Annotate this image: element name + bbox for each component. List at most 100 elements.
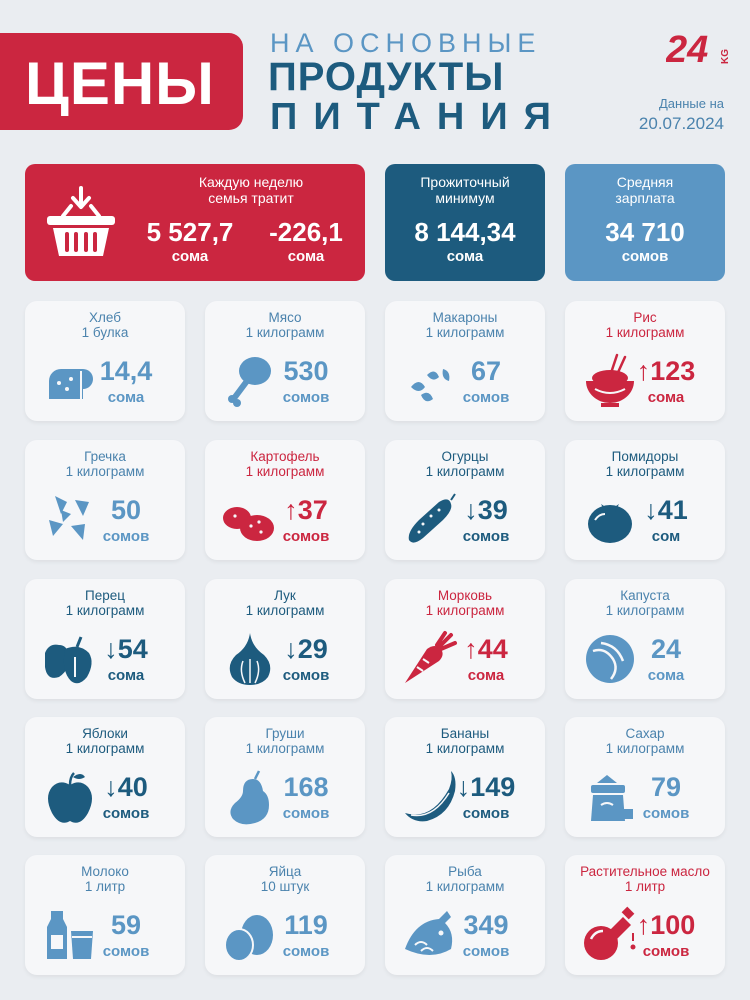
product-name: Яблоки bbox=[82, 726, 128, 741]
product-quantity: 1 килограмм bbox=[605, 603, 685, 618]
logo-suffix: KG bbox=[720, 49, 730, 64]
product-quantity: 1 килограмм bbox=[245, 464, 325, 479]
product-quantity: 1 килограмм bbox=[65, 464, 145, 479]
salary-unit: сомов bbox=[621, 248, 669, 265]
eggs-icon bbox=[224, 915, 273, 962]
product-name: Огурцы bbox=[441, 449, 489, 464]
page-title: ЦЕНЫ bbox=[25, 50, 215, 117]
subtitle-line-3: ПИТАНИЯ bbox=[270, 96, 567, 138]
onion-icon bbox=[229, 633, 271, 685]
product-currency: сом bbox=[651, 528, 681, 545]
pasta-icon bbox=[411, 369, 450, 402]
subtitle-line-1: НА ОСНОВНЫЕ bbox=[270, 28, 542, 58]
product-card-buckwheat: Гречка 1 килограмм 50 сомов bbox=[25, 440, 185, 560]
fish-icon bbox=[405, 911, 453, 955]
title-banner: ЦЕНЫ bbox=[0, 33, 243, 130]
product-currency: сомов bbox=[102, 805, 150, 822]
weekly-change: -226,1 bbox=[269, 217, 343, 247]
product-name: Рыба bbox=[448, 864, 482, 879]
weekly-spending-card: Каждую неделю семья тратит 5 527,7 сома -… bbox=[25, 164, 365, 281]
average-salary-card: Средняя зарплата 34 710 сомов bbox=[565, 164, 725, 281]
product-quantity: 1 килограмм bbox=[425, 325, 505, 340]
product-price: 79 bbox=[650, 772, 682, 802]
weekly-change-unit: сома bbox=[287, 248, 325, 265]
logo-24kg: 24 KG bbox=[666, 29, 730, 70]
minimum-wage-card: Прожиточный минимум 8 144,34 сома bbox=[385, 164, 545, 281]
sugar-icon bbox=[591, 775, 633, 821]
product-quantity: 1 килограмм bbox=[605, 741, 685, 756]
product-price: ↑123 bbox=[636, 356, 696, 386]
product-card-tomato: Помидоры 1 килограмм ↓41 сом bbox=[565, 440, 725, 560]
product-card-apples: Яблоки 1 килограмм ↓40 сомов bbox=[25, 717, 185, 837]
minimum-label-1: Прожиточный bbox=[420, 174, 510, 190]
product-price: ↓39 bbox=[464, 495, 508, 525]
product-currency: сома bbox=[467, 667, 505, 684]
product-card-carrot: Морковь 1 килограмм ↑44 сома bbox=[385, 579, 545, 699]
product-price: ↑100 bbox=[636, 910, 696, 940]
pear-icon bbox=[230, 770, 269, 825]
product-price: 530 bbox=[283, 356, 329, 386]
product-price: 24 bbox=[650, 634, 682, 664]
milk-icon bbox=[47, 911, 93, 959]
product-currency: сомов bbox=[282, 943, 330, 960]
weekly-value: 5 527,7 bbox=[146, 217, 234, 247]
product-currency: сомов bbox=[282, 667, 330, 684]
product-quantity: 1 килограмм bbox=[425, 464, 505, 479]
product-card-bananas: Бананы 1 килограмм ↓149 сомов bbox=[385, 717, 545, 837]
bread-icon bbox=[49, 369, 93, 399]
minimum-unit: сома bbox=[446, 248, 484, 265]
product-price: 119 bbox=[284, 910, 328, 940]
subtitle-line-2: ПРОДУКТЫ bbox=[268, 55, 505, 99]
product-currency: сомов bbox=[462, 805, 510, 822]
product-quantity: 1 килограмм bbox=[245, 741, 325, 756]
product-card-pears: Груши 1 килограмм 168 сомов bbox=[205, 717, 365, 837]
product-name: Капуста bbox=[620, 588, 670, 603]
product-price: 67 bbox=[470, 356, 502, 386]
salary-label-2: зарплата bbox=[615, 190, 675, 206]
product-price: ↑37 bbox=[284, 495, 328, 525]
product-card-sugar: Сахар 1 килограмм 79 сомов bbox=[565, 717, 725, 837]
carrot-icon bbox=[405, 631, 457, 683]
product-card-eggs: Яйца 10 штук 119 сомов bbox=[205, 855, 365, 975]
product-quantity: 1 литр bbox=[84, 879, 126, 894]
apple-icon bbox=[48, 772, 92, 823]
product-card-pepper: Перец 1 килограмм ↓54 сома bbox=[25, 579, 185, 699]
meat-icon bbox=[228, 357, 271, 407]
product-name: Яйца bbox=[268, 864, 302, 879]
product-name: Растительное масло bbox=[580, 864, 710, 879]
product-currency: сома bbox=[107, 389, 145, 406]
pepper-icon bbox=[45, 636, 92, 684]
product-name: Картофель bbox=[250, 449, 320, 464]
product-quantity: 1 килограмм bbox=[245, 325, 325, 340]
product-price: ↓149 bbox=[456, 772, 516, 802]
minimum-label-2: минимум bbox=[435, 190, 495, 206]
product-currency: сомов bbox=[642, 805, 690, 822]
product-name: Рис bbox=[633, 310, 657, 325]
date-value: 20.07.2024 bbox=[638, 114, 724, 133]
product-currency: сома bbox=[647, 389, 685, 406]
weekly-label-1: Каждую неделю bbox=[198, 174, 304, 190]
product-price: ↓41 bbox=[644, 495, 688, 525]
product-currency: сомов bbox=[102, 528, 150, 545]
product-quantity: 1 килограмм bbox=[425, 741, 505, 756]
product-card-milk: Молоко 1 литр 59 сомов bbox=[25, 855, 185, 975]
product-currency: сомов bbox=[462, 389, 510, 406]
weekly-value-unit: сома bbox=[171, 248, 209, 265]
product-currency: сомов bbox=[462, 528, 510, 545]
rice-icon bbox=[586, 353, 634, 407]
salary-value: 34 710 bbox=[605, 217, 685, 247]
product-card-vegetable-oil: Растительное масло 1 литр ↑100 сомов bbox=[565, 855, 725, 975]
product-currency: сома bbox=[647, 667, 685, 684]
product-name: Гречка bbox=[84, 449, 126, 464]
product-quantity: 1 килограмм bbox=[65, 741, 145, 756]
product-card-bread: Хлеб 1 булка 14,4 сома bbox=[25, 301, 185, 421]
product-quantity: 10 штук bbox=[260, 879, 310, 894]
product-currency: сомов bbox=[282, 805, 330, 822]
product-currency: сомов bbox=[462, 943, 510, 960]
product-price: 14,4 bbox=[99, 356, 153, 386]
basket-icon bbox=[47, 186, 115, 256]
product-price: ↓54 bbox=[104, 634, 148, 664]
minimum-value: 8 144,34 bbox=[414, 217, 516, 247]
product-quantity: 1 килограмм bbox=[605, 325, 685, 340]
cucumber-icon bbox=[408, 493, 456, 543]
